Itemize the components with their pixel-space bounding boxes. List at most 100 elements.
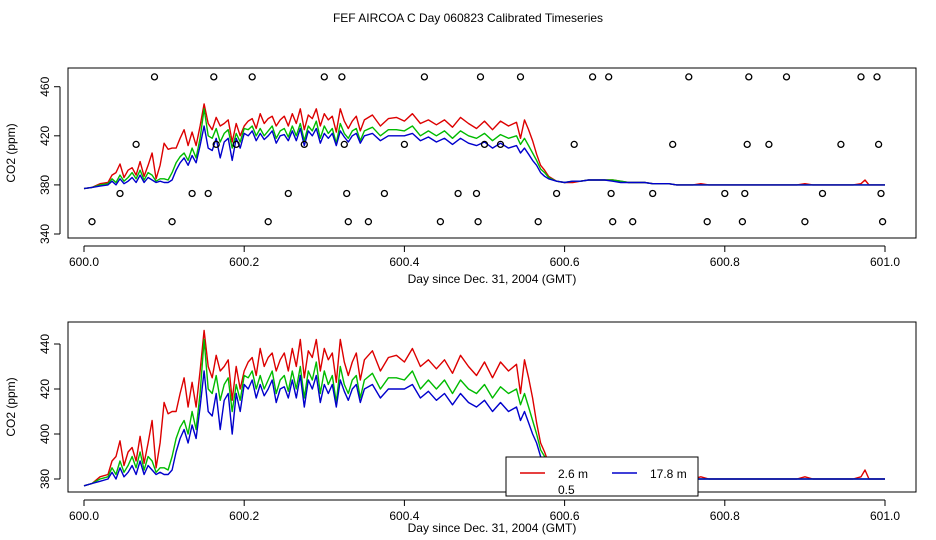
data-point-circle xyxy=(741,189,749,198)
data-point-circle xyxy=(745,73,753,81)
figure-title: FEF AIRCOA C Day 060823 Calibrated Times… xyxy=(333,11,603,25)
data-point-circle xyxy=(472,189,481,198)
x-tick-label: 600.4 xyxy=(389,509,419,523)
series-line-3 xyxy=(83,370,885,487)
legend-entry-2: 17.8 m xyxy=(650,467,687,481)
x-tick-label: 600.8 xyxy=(710,255,740,269)
data-point-circle xyxy=(474,218,482,226)
data-point-circle xyxy=(607,189,615,198)
data-point-circle xyxy=(340,140,348,149)
x-tick-label: 600.0 xyxy=(69,509,99,523)
series-line-1 xyxy=(83,329,885,487)
top-x-axis-label: Day since Dec. 31, 2004 (GMT) xyxy=(408,272,577,286)
data-point-circle xyxy=(436,218,445,226)
data-point-circle xyxy=(878,218,887,226)
x-tick-label: 600.2 xyxy=(229,509,259,523)
data-point-circle xyxy=(516,73,525,81)
data-point-circle xyxy=(380,189,389,198)
bottom-plot-frame xyxy=(67,321,917,493)
y-tick-label: 380 xyxy=(38,175,52,195)
data-point-circle xyxy=(400,140,409,149)
bottom-x-axis: 600.0 600.2 600.4 600.6 600.8 601.0 xyxy=(69,499,900,523)
data-point-circle xyxy=(765,140,773,149)
data-point-circle xyxy=(649,189,657,198)
data-point-circle xyxy=(116,189,124,198)
bottom-y-axis-label: CO2 (ppm) xyxy=(4,377,18,436)
data-point-circle xyxy=(669,140,677,149)
data-point-circle xyxy=(605,73,613,81)
data-point-circle xyxy=(264,218,272,226)
data-point-circle xyxy=(588,73,597,81)
x-tick-label: 600.6 xyxy=(550,255,580,269)
data-point-circle xyxy=(818,189,827,198)
data-point-circle xyxy=(284,189,292,198)
data-point-circle xyxy=(721,189,729,198)
data-point-circle xyxy=(738,218,747,226)
data-point-circle xyxy=(420,73,429,81)
top-x-axis: 600.0 600.2 600.4 600.6 600.8 601.0 xyxy=(69,245,900,269)
data-point-circle xyxy=(703,218,711,226)
data-point-circle xyxy=(874,140,883,149)
data-point-circle xyxy=(338,73,346,81)
y-tick-label: 420 xyxy=(38,379,52,399)
data-point-circle xyxy=(837,140,845,149)
data-point-circle xyxy=(476,73,485,81)
legend-entry-3: 0.5 xyxy=(558,483,575,497)
y-tick-label: 400 xyxy=(38,424,52,444)
data-point-circle xyxy=(320,73,328,81)
data-point-circle xyxy=(877,189,885,198)
top-y-axis: 340 380 420 460 xyxy=(38,76,61,244)
y-tick-label: 440 xyxy=(38,334,52,354)
data-point-circle xyxy=(204,189,212,198)
data-point-circle xyxy=(150,73,159,81)
top-circles xyxy=(88,73,887,226)
data-point-circle xyxy=(343,189,351,198)
data-point-circle xyxy=(88,218,96,226)
data-point-circle xyxy=(454,189,462,198)
data-point-circle xyxy=(232,140,240,149)
y-tick-label: 460 xyxy=(38,76,52,96)
x-tick-label: 600.2 xyxy=(229,255,259,269)
data-point-circle xyxy=(782,73,791,81)
y-tick-label: 340 xyxy=(38,224,52,244)
legend: 2.6 m 17.8 m 0.5 xyxy=(505,456,699,497)
data-point-circle xyxy=(873,73,881,81)
data-point-circle xyxy=(685,73,693,81)
bottom-panel: 600.0 600.2 600.4 600.6 600.8 601.0 380 400 420… xyxy=(4,321,917,535)
series-line-1 xyxy=(83,103,885,190)
data-point-circle xyxy=(480,140,489,149)
bottom-series-lines xyxy=(83,329,885,487)
data-point-circle xyxy=(743,140,751,149)
data-point-circle xyxy=(801,218,809,226)
data-point-circle xyxy=(364,218,373,226)
y-tick-label: 420 xyxy=(38,125,52,145)
x-tick-label: 600.0 xyxy=(69,255,99,269)
x-tick-label: 600.6 xyxy=(550,509,580,523)
data-point-circle xyxy=(344,218,352,226)
data-point-circle xyxy=(300,140,308,149)
data-point-circle xyxy=(168,218,176,226)
data-point-circle xyxy=(534,218,542,226)
data-point-circle xyxy=(629,218,637,226)
data-point-circle xyxy=(210,73,218,81)
top-panel: 600.0 600.2 600.4 600.6 600.8 601.0 340 380 420… xyxy=(4,67,917,286)
x-tick-label: 600.4 xyxy=(389,255,419,269)
data-point-circle xyxy=(188,189,196,198)
data-point-circle xyxy=(496,140,505,149)
legend-box xyxy=(505,456,699,497)
data-point-circle xyxy=(212,140,220,149)
x-tick-label: 601.0 xyxy=(870,255,900,269)
legend-entry-1: 2.6 m xyxy=(558,467,588,481)
top-y-axis-label: CO2 (ppm) xyxy=(4,123,18,182)
data-point-circle xyxy=(552,189,561,198)
x-tick-label: 600.8 xyxy=(710,509,740,523)
bottom-x-axis-label: Day since Dec. 31, 2004 (GMT) xyxy=(408,521,577,535)
bottom-y-axis: 380 400 420 440 xyxy=(38,334,61,489)
x-tick-label: 601.0 xyxy=(870,509,900,523)
data-point-circle xyxy=(857,73,865,81)
data-point-circle xyxy=(132,140,140,149)
data-point-circle xyxy=(570,140,578,149)
data-point-circle xyxy=(248,73,256,81)
y-tick-label: 380 xyxy=(38,469,52,489)
